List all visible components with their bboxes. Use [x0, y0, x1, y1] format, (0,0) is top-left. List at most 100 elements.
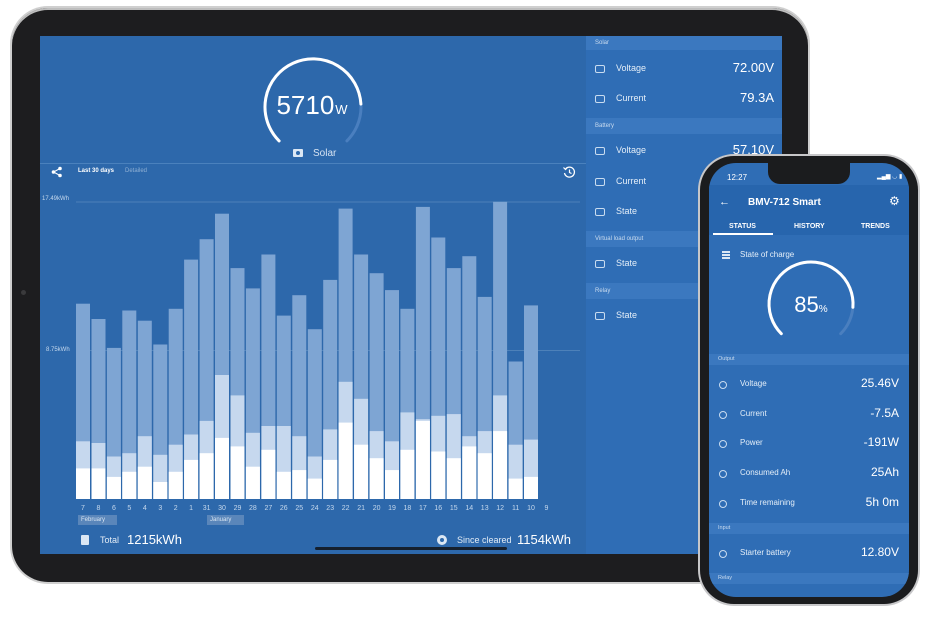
row-label: State: [616, 206, 638, 216]
row-battery-state[interactable]: State: [586, 198, 782, 228]
solar-gauge: [263, 57, 363, 143]
bar-segment: [292, 470, 307, 499]
bar-segment: [184, 459, 199, 499]
section-header-output: Output: [709, 354, 909, 365]
tab-status[interactable]: STATUS: [729, 223, 756, 230]
daily-yield-chart: 7 8 6 5 4 3 2 1 31 30 29 28 27 26 25 24 23 22 21 20 19 18 17 16…: [76, 201, 580, 512]
section-header-relay: Relay: [709, 573, 909, 584]
section-header-battery: Battery: [586, 118, 782, 134]
bar-segment: [415, 420, 430, 499]
status-bar-icons: ▂▄▆ ◡ ▮: [877, 174, 903, 180]
row-current[interactable]: Current -7.5A: [709, 401, 909, 431]
month-label: February: [78, 515, 117, 525]
x-tick-label: 29: [234, 505, 242, 512]
bar-segment: [122, 310, 137, 499]
bar-segment: [276, 471, 291, 499]
since-cleared-value: 1154kWh: [517, 532, 571, 547]
soc-label: State of charge: [740, 250, 795, 259]
row-value: 5h 0m: [865, 495, 899, 509]
section-header-input: Input: [709, 523, 909, 534]
soc-value: 85%: [794, 292, 828, 317]
x-tick-label: 1: [189, 505, 193, 512]
battery-icon: [595, 147, 605, 155]
x-tick-label: 10: [527, 505, 535, 512]
tab-detailed[interactable]: Detailed: [125, 168, 148, 174]
bar-segment: [354, 444, 369, 499]
solar-panel-icon: [595, 65, 605, 73]
history-icon[interactable]: [562, 165, 576, 179]
gear-icon[interactable]: ⚙: [889, 194, 900, 208]
row-battery-voltage[interactable]: Voltage 57.10V: [586, 137, 782, 167]
phone-screen: 12:27 ▂▄▆ ◡ ▮ ← BMV-712 Smart ⚙ STATUS H…: [709, 163, 909, 597]
tablet-screen: 5710W Solar Last 30 days Detailed 17.49k…: [40, 36, 782, 554]
row-solar-voltage[interactable]: Voltage 72.00V: [586, 55, 782, 85]
relay-icon: [595, 312, 605, 320]
current-icon: [595, 95, 605, 103]
solar-icon: [293, 149, 303, 157]
app-bar: [709, 185, 909, 235]
row-relay-state[interactable]: State: [586, 302, 782, 332]
active-tab-indicator: [713, 233, 773, 235]
row-label: Voltage: [616, 63, 647, 73]
tab-trends[interactable]: TRENDS: [861, 223, 890, 230]
row-label: Starter battery: [740, 548, 791, 557]
state-icon: [595, 208, 605, 216]
bar-segment: [446, 458, 461, 499]
row-starter-battery[interactable]: Starter battery 12.80V: [709, 540, 909, 570]
section-header-solar: Solar: [586, 36, 782, 50]
x-tick-label: 11: [512, 505, 519, 512]
row-voltage[interactable]: Voltage 25.46V: [709, 371, 909, 401]
x-tick-label: 23: [326, 505, 334, 512]
phone-notch: [768, 163, 850, 184]
bar-segment: [323, 459, 338, 499]
row-label: State: [616, 258, 638, 268]
bar-segment: [508, 478, 523, 499]
row-battery-current[interactable]: Current: [586, 168, 782, 198]
device-title: BMV-712 Smart: [748, 197, 821, 208]
x-tick-label: 25: [295, 505, 303, 512]
bar-segment: [137, 466, 152, 499]
since-cleared-icon: [437, 535, 447, 545]
row-value: 25Ah: [870, 465, 899, 479]
consumed-icon: [719, 470, 727, 478]
row-consumed-ah[interactable]: Consumed Ah 25Ah: [709, 460, 909, 490]
x-tick-label: 18: [404, 505, 412, 512]
x-tick-label: 17: [419, 505, 427, 512]
bar-segment: [168, 471, 183, 499]
y-tick-label: 17.49kWh: [42, 196, 70, 202]
row-label: Consumed Ah: [740, 468, 791, 477]
row-label: Time remaining: [740, 498, 795, 507]
row-value: 25.46V: [860, 376, 899, 390]
total-icon: [81, 535, 89, 545]
bar-segment: [385, 470, 399, 499]
bar-segment: [122, 471, 137, 499]
x-tick-label: 20: [373, 505, 381, 512]
bar-segment: [153, 482, 168, 499]
tab-history[interactable]: HISTORY: [794, 223, 825, 230]
x-tick-label: 4: [143, 505, 147, 512]
bar-segment: [245, 466, 260, 499]
bar-segment: [524, 476, 538, 499]
month-label: January: [207, 515, 244, 525]
row-time-remaining[interactable]: Time remaining 5h 0m: [709, 490, 909, 520]
bar-segment: [493, 431, 508, 499]
bar-segment: [477, 453, 492, 499]
share-icon[interactable]: [51, 166, 63, 178]
row-value: -7.5A: [870, 406, 899, 420]
row-virtual-load-state[interactable]: State: [586, 250, 782, 280]
bar-segment: [307, 478, 322, 499]
solar-power-unit: W: [335, 102, 348, 117]
row-value: 12.80V: [860, 545, 899, 559]
x-tick-label: 30: [218, 505, 226, 512]
x-tick-label: 31: [203, 505, 211, 512]
row-solar-current[interactable]: Current 79.3A: [586, 85, 782, 115]
x-tick-label: 14: [465, 505, 473, 512]
x-tick-label: 12: [496, 505, 504, 512]
bar-segment: [369, 458, 384, 499]
row-power[interactable]: Power -191W: [709, 430, 909, 460]
home-indicator: [315, 547, 507, 550]
x-tick-label: 2: [174, 505, 178, 512]
back-arrow-icon[interactable]: ←: [719, 196, 730, 208]
tab-last-30-days[interactable]: Last 30 days: [78, 168, 115, 174]
x-tick-label: 24: [311, 505, 319, 512]
